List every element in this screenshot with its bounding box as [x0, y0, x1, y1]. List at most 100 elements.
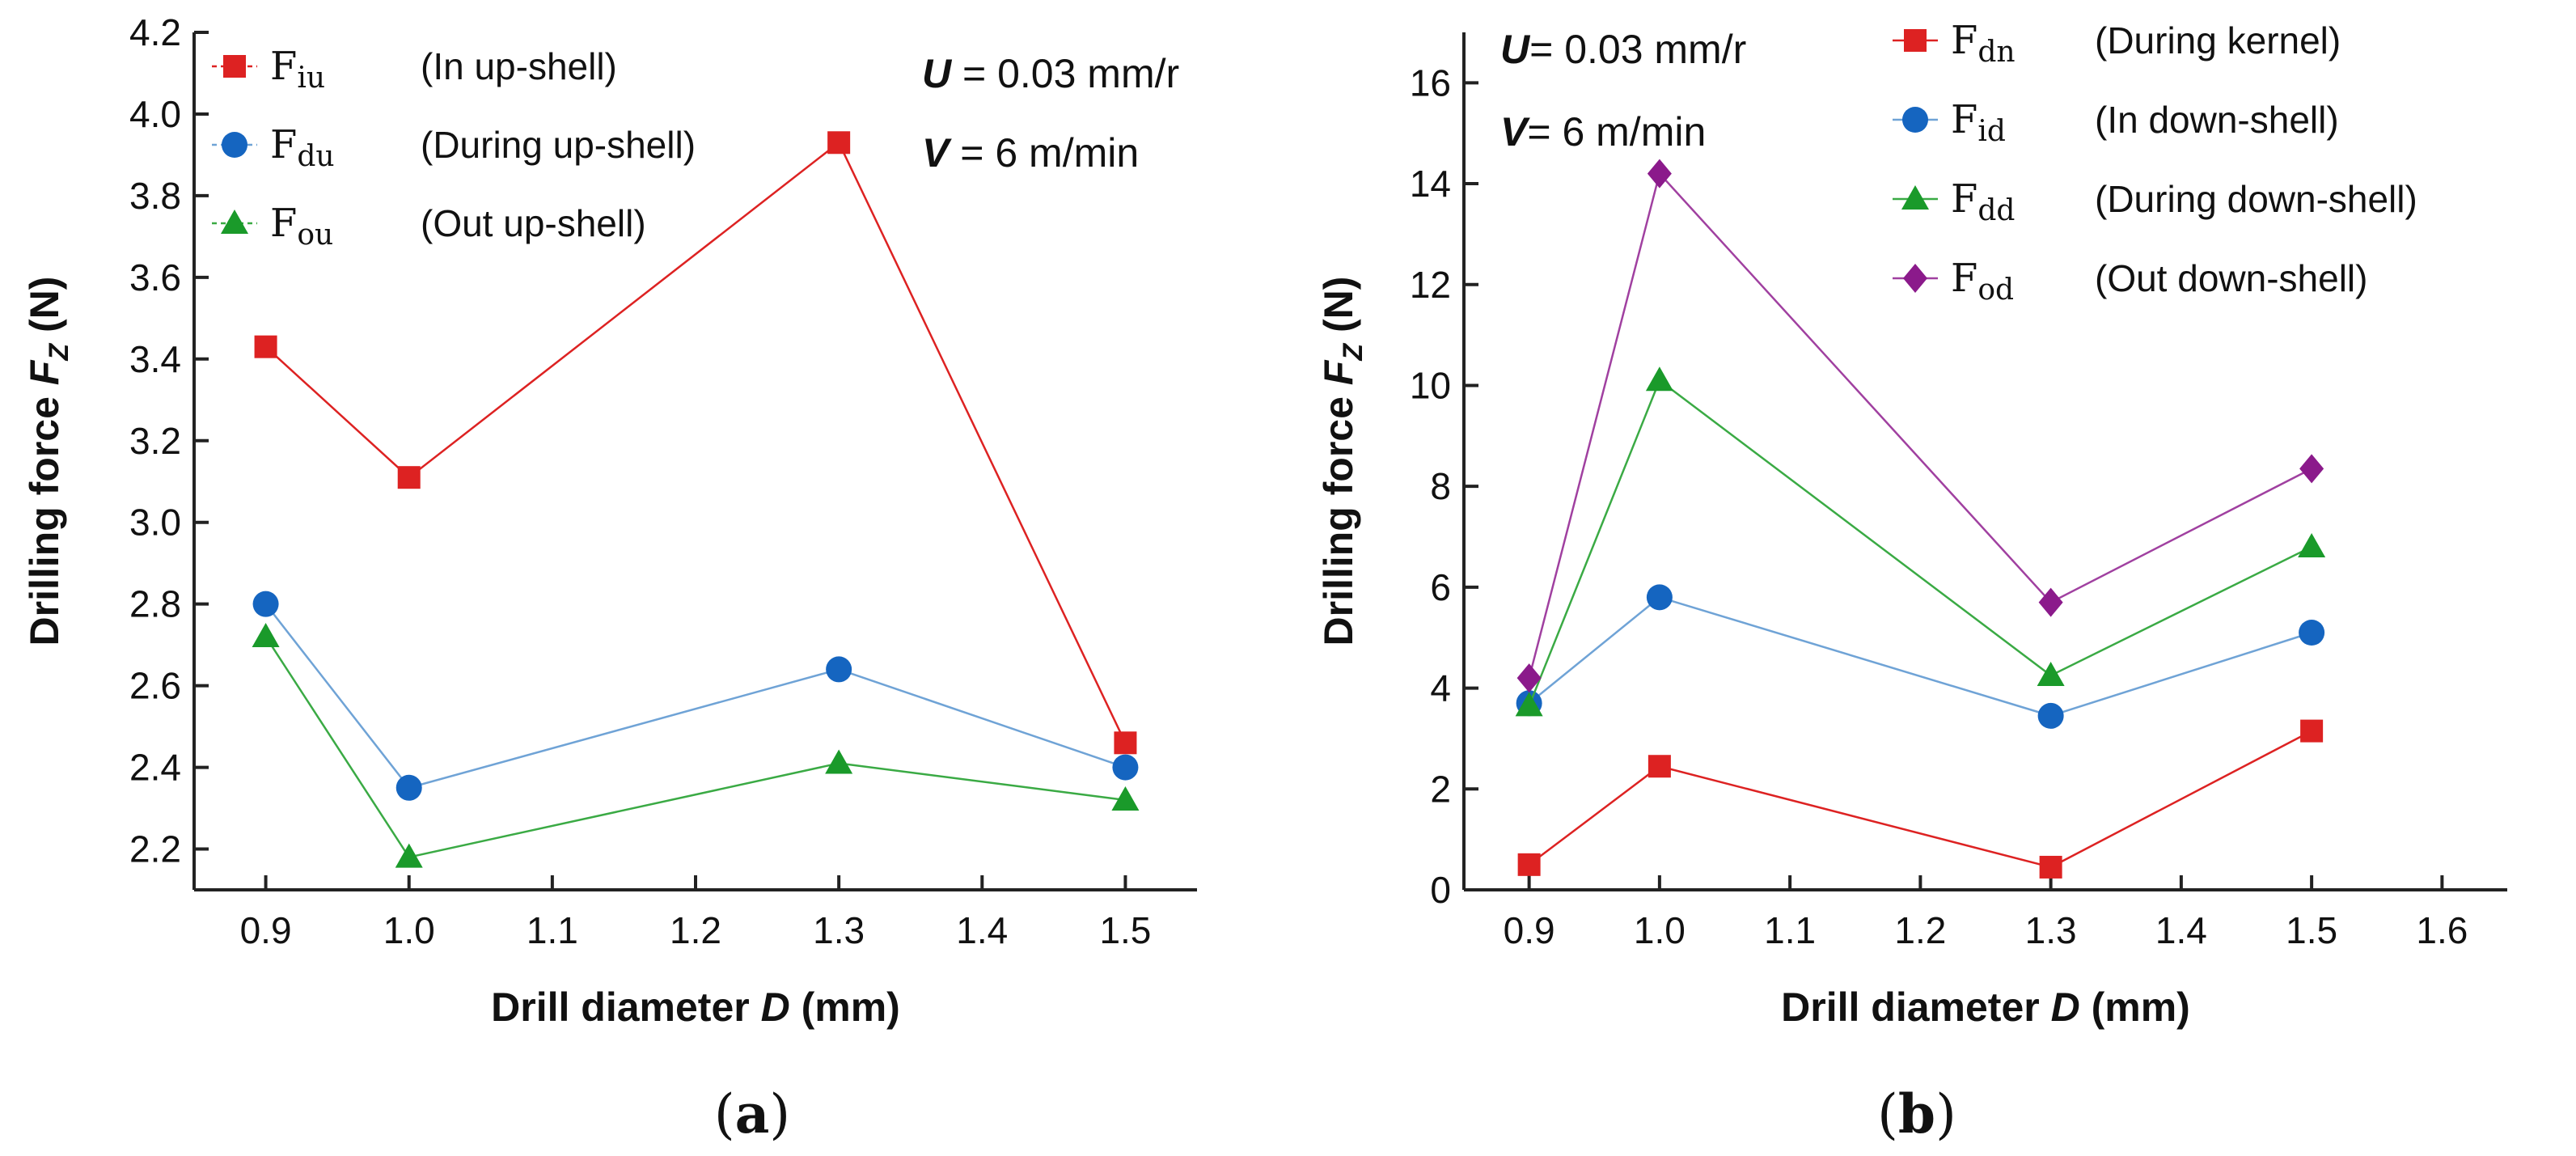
condition-value: = 0.03 mm/r [1529, 27, 1746, 72]
y-tick-label: 3.6 [129, 256, 181, 299]
legend-label-Fdu: Fdu [270, 122, 335, 173]
x-axis-label-text: Drill diameter [1781, 985, 2050, 1030]
series-line-Fiu [264, 141, 1127, 743]
y-axis-label-text: Drilling force [1316, 385, 1361, 646]
condition-variable: U [1500, 27, 1531, 72]
x-tick-label: 0.9 [240, 909, 292, 951]
x-tick-label: 1.1 [527, 909, 578, 951]
y-tick-label: 4.0 [129, 93, 181, 135]
x-tick-label: 1.2 [1894, 909, 1946, 951]
data-point-Fdd-3 [2298, 533, 2326, 557]
y-tick-label: 16 [1410, 61, 1451, 104]
y-axis-label-subscript: Z [1338, 343, 1368, 362]
panel-label: (a) [714, 1082, 790, 1145]
y-tick-label: 2 [1430, 768, 1451, 810]
x-tick-label: 1.4 [2155, 909, 2207, 951]
data-point-Fou-2 [825, 749, 853, 774]
y-tick-label: 8 [1430, 465, 1451, 507]
data-point-Fiu-3 [1114, 731, 1137, 755]
legend-label-Fod: Fod [1951, 256, 2014, 307]
legend-symbol: F [1951, 18, 1977, 63]
x-axis-label-variable: D [761, 985, 790, 1030]
y-tick-label: 10 [1410, 364, 1451, 406]
panel-label-paren: ) [769, 1083, 790, 1145]
legend-marker-Fod [1903, 264, 1927, 293]
condition-annotation: V= 6 m/min [1500, 109, 1706, 155]
legend-desc-Fdd: (During down-shell) [2095, 178, 2417, 220]
y-tick-label: 3.2 [129, 420, 181, 462]
y-tick-label: 3.8 [129, 175, 181, 217]
legend-marker-Fou [221, 210, 248, 234]
y-tick-label: 2.8 [129, 583, 181, 625]
legend-label-Fdn: Fdn [1951, 18, 2016, 69]
legend-symbol: F [1951, 176, 1977, 222]
condition-annotation: V = 6 m/min [922, 130, 1139, 176]
series-line-Fdd [1528, 379, 2312, 706]
y-tick-label: 4.2 [129, 11, 181, 53]
y-tick-label: 14 [1410, 163, 1451, 205]
legend-symbol: F [270, 201, 297, 246]
data-point-Fdu-2 [826, 656, 852, 683]
legend-marker-Fdu [222, 132, 247, 158]
legend-label-Fou: Fou [270, 201, 333, 252]
data-point-Fid-2 [2037, 702, 2064, 729]
series-line-Fou [264, 636, 1126, 859]
legend-subscript: du [297, 140, 334, 173]
x-tick-label: 1.1 [1764, 909, 1816, 951]
panel-label-letter: a [735, 1082, 770, 1145]
condition-value: = 0.03 mm/r [951, 51, 1179, 96]
legend-marker-Fiu [223, 55, 246, 78]
y-axis-label-unit: (N) [1316, 277, 1361, 344]
data-point-Fiu-2 [827, 131, 851, 155]
panel-label-letter: b [1898, 1082, 1935, 1145]
legend-subscript: dd [1977, 194, 2015, 227]
y-axis-label-subscript: Z [44, 343, 74, 362]
legend-symbol: F [270, 122, 297, 167]
condition-variable: U [922, 51, 953, 96]
condition-variable: V [1500, 109, 1530, 155]
panel-label-paren: ( [1877, 1083, 1898, 1145]
legend-marker-Fdd [1901, 185, 1929, 210]
legend-symbol: F [1951, 97, 1977, 142]
legend-marker-Fdn [1904, 29, 1927, 52]
data-point-Fdn-1 [1648, 755, 1671, 778]
y-tick-label: 6 [1430, 566, 1451, 608]
x-tick-label: 0.9 [1504, 909, 1555, 951]
x-axis-label-text: Drill diameter [491, 985, 760, 1030]
x-tick-label: 1.4 [956, 909, 1008, 951]
data-point-Fod-1 [1647, 159, 1672, 188]
data-point-Fdu-0 [252, 591, 279, 617]
legend-desc-Fdu: (During up-shell) [421, 124, 696, 166]
chart-panel-a: 2.2 2.4 2.6 2.8 3.0 3.2 3.4 3.6 3.8 4.0 4.2 0.9 1.0 1… [22, 11, 1197, 1145]
data-point-Fdn-2 [2039, 855, 2062, 879]
x-tick-label: 1.5 [2286, 909, 2337, 951]
legend-symbol: F [1951, 256, 1977, 301]
legend-subscript: iu [297, 61, 325, 95]
data-point-Fdd-2 [2037, 662, 2065, 686]
data-point-Fod-0 [1516, 663, 1542, 693]
x-axis-label-variable: D [2051, 985, 2080, 1030]
legend-subscript: id [1977, 115, 2006, 148]
x-axis-label-unit: (mm) [790, 985, 900, 1030]
legend-subscript: dn [1977, 36, 2015, 69]
data-point-Fdu-3 [1112, 754, 1139, 781]
y-axis-label: Drilling force FZ (N) [1316, 277, 1368, 646]
y-axis-label: Drilling force FZ (N) [22, 277, 74, 646]
data-point-Fod-3 [2299, 454, 2324, 484]
legend-subscript: ou [297, 218, 333, 252]
legend-symbol: F [270, 44, 297, 89]
panel-label: (b) [1877, 1082, 1956, 1145]
y-tick-label: 2.4 [129, 747, 181, 789]
data-point-Fid-3 [2299, 620, 2325, 646]
series-line-Fdn [1528, 730, 2312, 869]
data-point-Fod-2 [2038, 587, 2063, 617]
legend-marker-Fid [1902, 107, 1928, 133]
data-point-Fdn-0 [1517, 853, 1541, 876]
x-axis-label: Drill diameter D (mm) [1781, 985, 2190, 1030]
y-axis-label-unit: (N) [22, 277, 67, 344]
panel-label-paren: ) [1935, 1083, 1956, 1145]
data-point-Fdd-0 [1515, 692, 1543, 717]
data-point-Fdu-1 [395, 774, 422, 801]
x-tick-label: 1.0 [383, 909, 435, 951]
